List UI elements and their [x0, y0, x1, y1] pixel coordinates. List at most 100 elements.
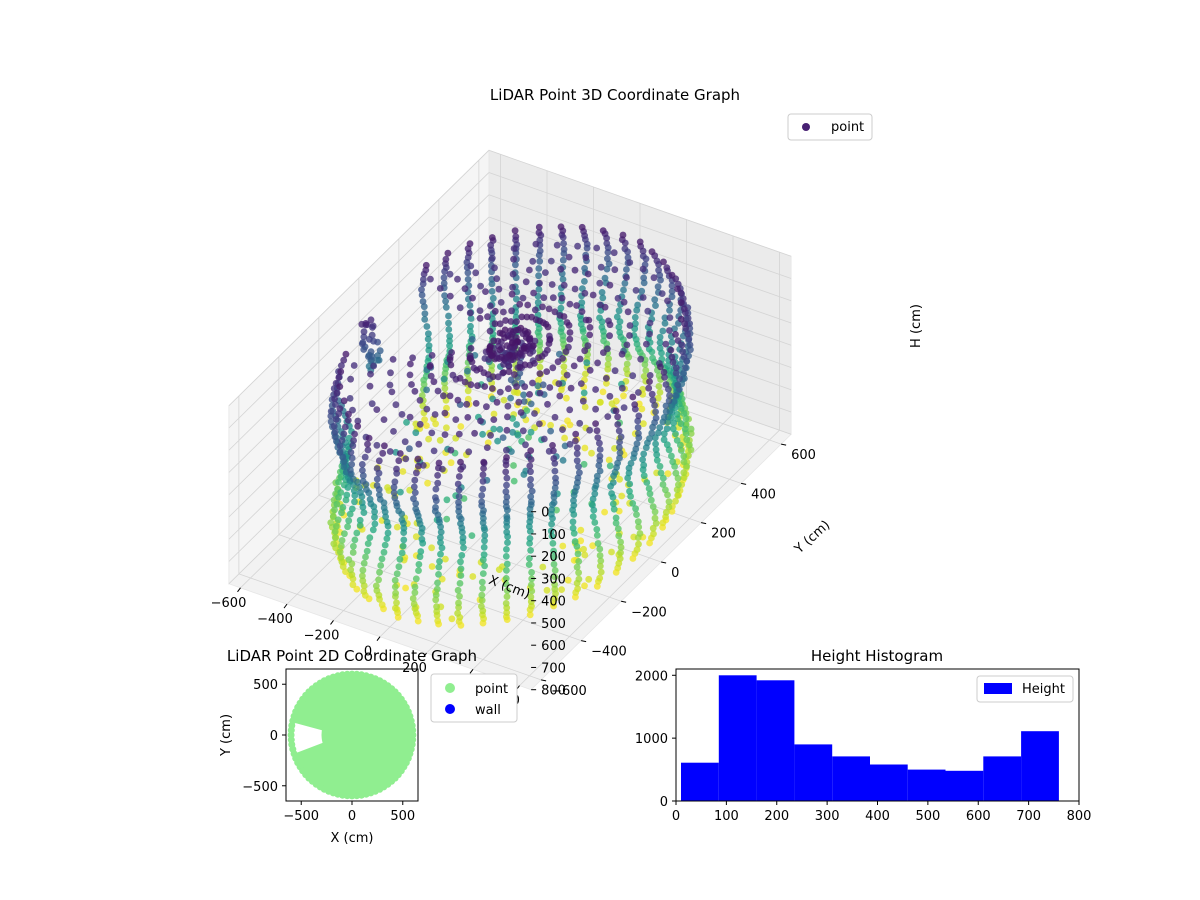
- chart-3d-point: [631, 314, 639, 321]
- chart-3d-point: [483, 444, 491, 451]
- chart-3d-point: [356, 521, 364, 529]
- chart-3d-point: [676, 375, 683, 383]
- chart-3d-point: [596, 452, 604, 460]
- chart-3d-point: [330, 422, 338, 430]
- chart-3d-point: [428, 429, 436, 437]
- chart-3d-point: [666, 307, 673, 314]
- chart-3d-point: [526, 611, 534, 619]
- chart-3d-point: [674, 474, 682, 482]
- chart-3d-point: [576, 355, 584, 363]
- chart-3d-point: [437, 539, 444, 546]
- chart-3d-point: [359, 339, 367, 346]
- chart-3d-point: [461, 285, 469, 293]
- chart-3d-point: [575, 558, 583, 565]
- chart-3d-point: [378, 601, 386, 609]
- chart-3d-point: [527, 456, 535, 463]
- chart-3d-point: [631, 401, 639, 408]
- chart-3d-point: [684, 314, 692, 322]
- chart-3d-point: [646, 378, 653, 385]
- chart-3d-point: [349, 581, 357, 589]
- chart-hist-x-tick-label: 100: [714, 809, 739, 824]
- chart-3d-point: [596, 446, 604, 453]
- chart-3d-point: [354, 417, 362, 425]
- chart-3d-point: [518, 313, 526, 321]
- chart-3d-point: [668, 353, 676, 361]
- chart-3d-point: [633, 440, 641, 448]
- chart-3d-point: [505, 368, 513, 376]
- chart-3d-point: [548, 520, 555, 528]
- chart-3d-point: [602, 375, 610, 382]
- chart-3d-point: [393, 465, 400, 473]
- chart-3d-point: [652, 414, 660, 422]
- chart-3d-point: [596, 562, 604, 570]
- chart-3d-point: [638, 405, 646, 413]
- chart-3d-point: [423, 323, 431, 330]
- chart-3d-point: [527, 593, 535, 601]
- chart-3d-grid-line: [228, 194, 490, 451]
- chart-3d-point: [527, 481, 534, 489]
- chart-3d-point: [507, 394, 514, 402]
- chart-3d-point: [560, 246, 568, 253]
- chart-3d-point: [406, 413, 414, 421]
- chart-3d-point: [350, 362, 358, 369]
- chart-3d-point: [427, 275, 434, 283]
- chart-3d-point: [399, 468, 407, 475]
- chart-3d-point: [338, 542, 345, 550]
- chart-3d-point: [383, 518, 391, 526]
- chart-2d-x-tick-label: 500: [390, 809, 415, 824]
- chart-3d-point: [366, 534, 374, 542]
- chart-3d-z-label: H (cm): [909, 304, 924, 348]
- chart-3d-point: [577, 380, 585, 387]
- chart-3d-point: [570, 529, 578, 537]
- chart-3d-point: [677, 447, 685, 454]
- chart-3d-point: [416, 553, 424, 561]
- chart-3d-point: [523, 313, 531, 321]
- chart-3d-point: [395, 563, 403, 571]
- chart-3d-point: [384, 529, 392, 537]
- chart-3d-point: [388, 388, 396, 396]
- chart-3d-point: [573, 457, 581, 465]
- chart-3d-point: [423, 386, 430, 394]
- chart-3d-point: [580, 545, 587, 553]
- chart-3d-y-tick-label: 0: [671, 566, 679, 581]
- chart-3d-z-tick-label: 200: [541, 550, 566, 565]
- chart-3d-point: [441, 384, 449, 392]
- chart-3d-point: [680, 410, 688, 417]
- chart-3d-point: [452, 416, 460, 423]
- chart-3d-point: [652, 302, 659, 309]
- chart-3d-point: [535, 223, 543, 231]
- chart-3d-point: [662, 508, 670, 516]
- chart-3d-point: [487, 302, 494, 310]
- chart-3d-point: [674, 381, 681, 389]
- chart-3d-point: [442, 255, 450, 263]
- chart-3d-point: [666, 314, 674, 321]
- chart-3d-point: [606, 392, 614, 400]
- chart-3d-point: [640, 461, 648, 469]
- chart-3d-point: [570, 497, 577, 505]
- chart-3d-point: [415, 567, 422, 574]
- chart-3d-point: [488, 288, 496, 295]
- chart-3d-x-tick-label: 0: [364, 645, 372, 660]
- chart-3d-point: [551, 467, 559, 475]
- chart-3d-point: [609, 479, 617, 486]
- chart-3d-point: [455, 473, 463, 480]
- chart-3d-z-tick-label: 500: [541, 617, 566, 632]
- chart-3d-point: [513, 295, 520, 303]
- chart-3d-point: [635, 540, 642, 548]
- chart-3d-point: [418, 291, 426, 299]
- chart-3d-point: [593, 526, 601, 533]
- chart-3d-point: [425, 342, 433, 350]
- chart-3d-point: [593, 244, 601, 252]
- chart-3d-point: [634, 301, 641, 309]
- chart-3d-point: [584, 342, 592, 350]
- chart-3d-point: [665, 397, 673, 405]
- chart-3d-point: [421, 416, 428, 423]
- chart-3d-point: [436, 558, 443, 565]
- chart-3d-grid-line: [228, 283, 490, 540]
- chart-3d-point: [422, 372, 430, 380]
- chart-3d-point: [558, 325, 565, 332]
- chart-3d-point: [411, 589, 419, 596]
- chart-3d-point: [651, 508, 659, 516]
- chart-3d-point: [645, 485, 653, 492]
- chart-3d-point: [559, 276, 567, 283]
